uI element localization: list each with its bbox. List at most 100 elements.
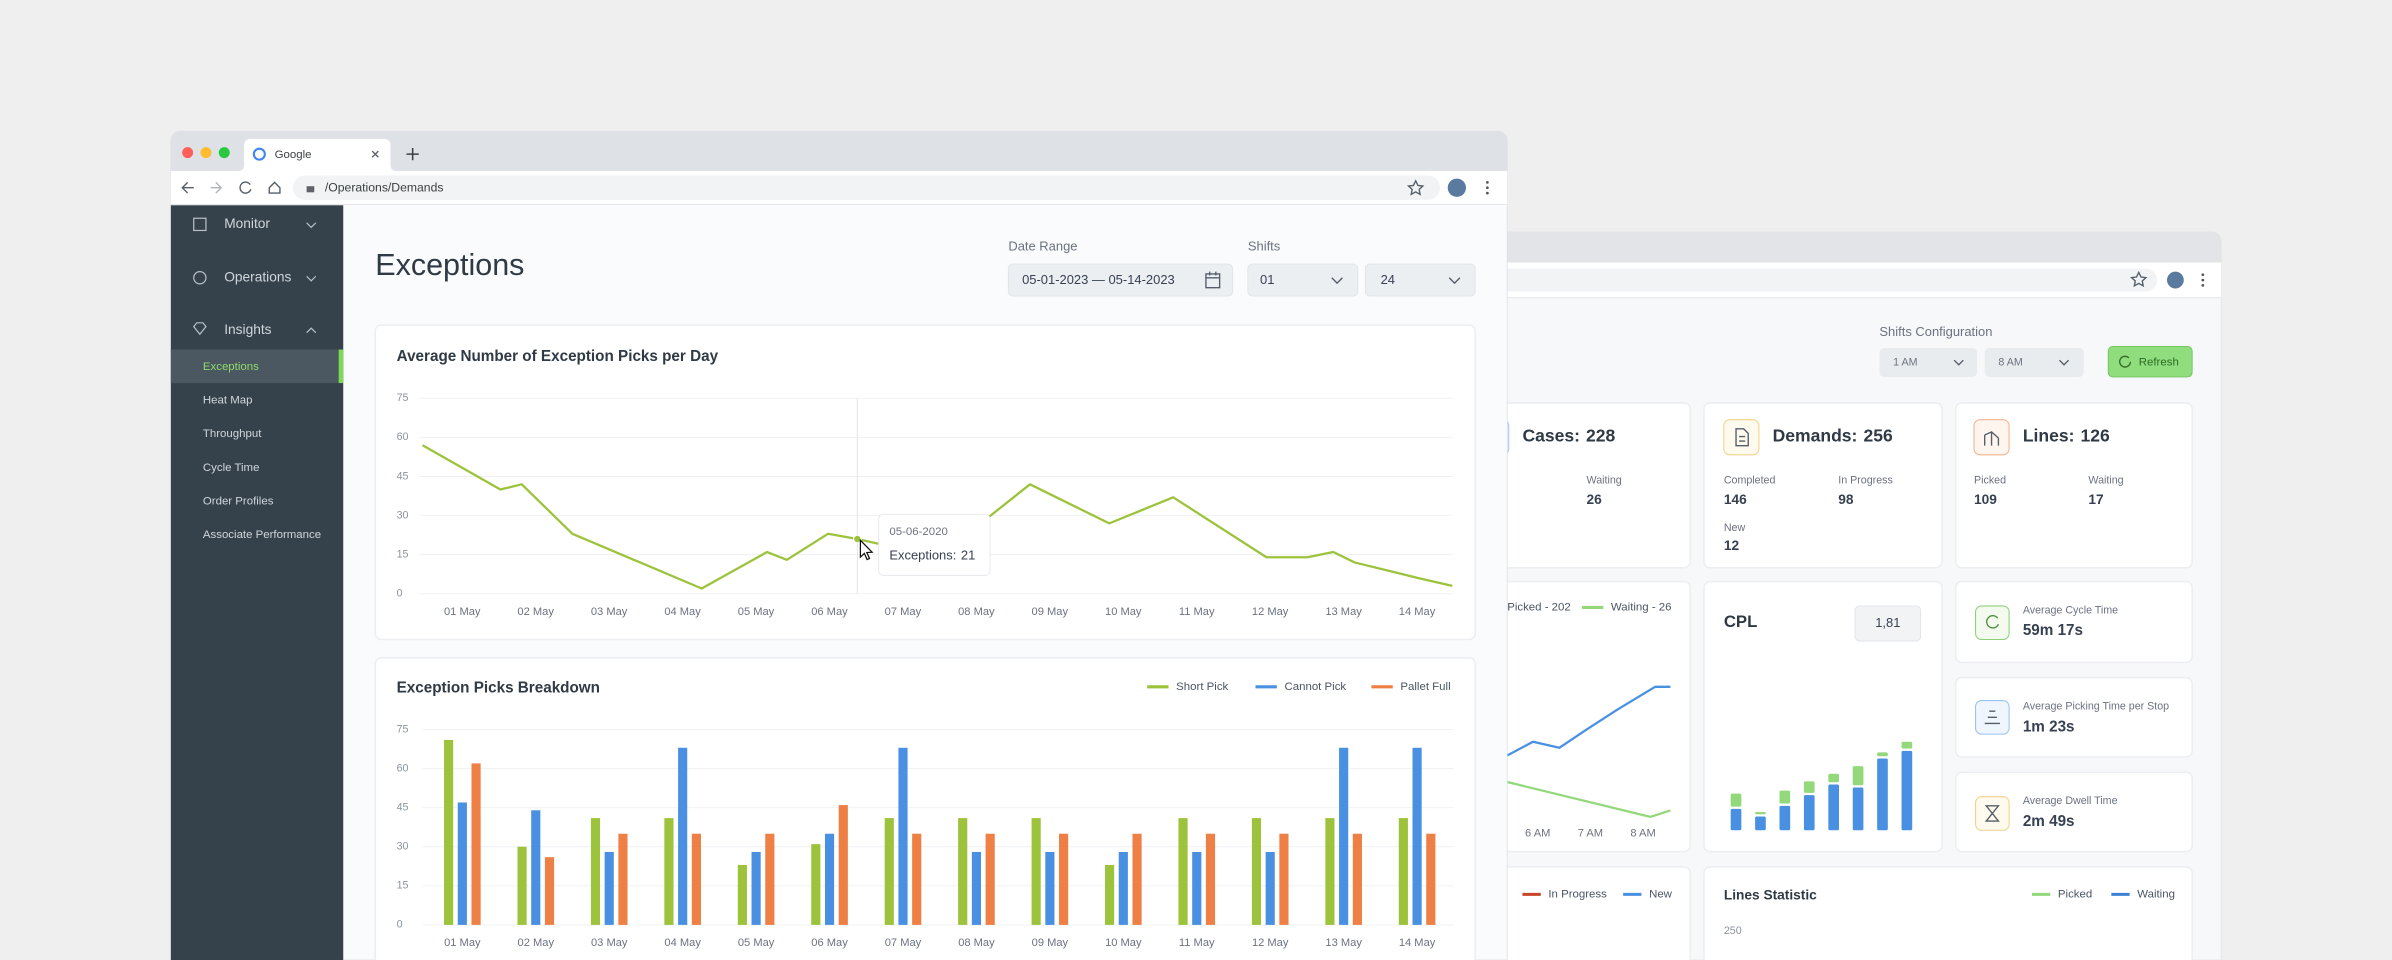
- card-value: 228: [1586, 425, 1615, 445]
- x-tick-label: 04 May: [664, 606, 701, 618]
- home-button[interactable]: [268, 181, 281, 194]
- address-field[interactable]: [292, 175, 1441, 200]
- x-tick-label: 08 May: [958, 937, 995, 949]
- menu-dots[interactable]: [2201, 273, 2205, 287]
- metric-label: Average Dwell Time: [2023, 795, 2118, 807]
- bar-segment: [1803, 795, 1815, 831]
- y-tick-label: 30: [397, 509, 409, 521]
- bar-segment: [1730, 793, 1742, 807]
- bar: [590, 818, 601, 925]
- x-tick-label: 01 May: [444, 606, 481, 618]
- calendar-icon[interactable]: [1205, 271, 1221, 289]
- bar: [1192, 851, 1202, 925]
- star-icon[interactable]: [1406, 179, 1425, 196]
- x-tick-label: 12 May: [1252, 937, 1289, 949]
- card-label: Demands:: [1773, 425, 1858, 445]
- new-tab[interactable]: [406, 148, 419, 161]
- star-icon[interactable]: [2130, 270, 2148, 288]
- menu-item[interactable]: Operations: [224, 269, 291, 284]
- hover-point: [852, 534, 862, 544]
- submenu-item[interactable]: Cycle Time: [203, 462, 260, 474]
- stat-label: New: [1724, 522, 1746, 534]
- tab[interactable]: [237, 138, 397, 171]
- stat-value: 26: [1587, 492, 1603, 507]
- lines-icon: [1984, 431, 2000, 446]
- submenu-item[interactable]: Heat Map: [203, 395, 253, 407]
- x-tick-label: 14 May: [1399, 606, 1436, 618]
- bar: [1045, 851, 1055, 925]
- y-tick-label: 250: [1724, 925, 1742, 937]
- menu-dots[interactable]: [1485, 181, 1489, 195]
- card: [1703, 402, 1943, 569]
- metric-value: 59m 17s: [2023, 622, 2083, 639]
- bar: [912, 833, 922, 925]
- hourglass-icon: [1984, 805, 2000, 822]
- refresh-icon: [2119, 355, 2132, 368]
- tab-favicon: [252, 147, 266, 161]
- bar: [884, 818, 894, 925]
- bar: [971, 851, 982, 925]
- stat-label: Picked: [1974, 475, 2006, 487]
- maximize-dot[interactable]: [218, 147, 230, 159]
- y-tick-label: 0: [397, 588, 403, 600]
- bar-segment: [1877, 752, 1888, 757]
- active-item-bg: [170, 349, 339, 384]
- shift-to: 24: [1381, 272, 1395, 287]
- avatar[interactable]: [1447, 178, 1467, 197]
- submenu-item[interactable]: Throughput: [203, 428, 262, 440]
- x-tick-label: 03 May: [591, 606, 628, 618]
- reload-button[interactable]: [239, 181, 252, 194]
- shift-select[interactable]: [1879, 347, 1978, 377]
- stat-label: Waiting: [2088, 475, 2123, 487]
- avatar[interactable]: [2166, 271, 2184, 289]
- bar: [811, 844, 821, 925]
- cpl-badge: [1854, 605, 1922, 642]
- card-value: 256: [1863, 425, 1892, 445]
- submenu-item[interactable]: Associate Performance: [203, 529, 321, 541]
- date-range-input[interactable]: [1007, 263, 1234, 297]
- close-dot[interactable]: [182, 147, 194, 159]
- back-button[interactable]: [181, 181, 194, 194]
- x-tick-label: 06 May: [811, 606, 848, 618]
- bar: [444, 739, 454, 925]
- x-tick-label: 05 May: [738, 606, 775, 618]
- tab-close[interactable]: [371, 150, 379, 158]
- shift-to-select[interactable]: [1364, 263, 1476, 297]
- metric-card: [1954, 580, 2193, 664]
- x-tick-label: 02 May: [518, 937, 555, 949]
- bar-segment: [1779, 805, 1791, 831]
- x-tick-label: 02 May: [517, 606, 554, 618]
- x-tick-label: 7 AM: [1578, 827, 1603, 839]
- metric-label: Average Cycle Time: [2023, 604, 2118, 616]
- cpl-value: 1,81: [1875, 615, 1900, 630]
- forward-button[interactable]: [210, 181, 223, 194]
- menu-item[interactable]: Insights: [224, 322, 271, 337]
- page-title: Exceptions: [375, 248, 524, 282]
- submenu-item[interactable]: Exceptions: [203, 361, 259, 373]
- menu-item[interactable]: Monitor: [224, 216, 270, 231]
- bar-segment: [1755, 811, 1766, 815]
- refresh-button[interactable]: [2107, 345, 2193, 378]
- bar-segment: [1852, 787, 1864, 831]
- chevron: [1953, 359, 1964, 366]
- x-tick-label: 01 May: [444, 937, 481, 949]
- line-series: [1506, 780, 1671, 818]
- shift-select[interactable]: [1984, 347, 2084, 377]
- cursor: [859, 538, 874, 561]
- submenu-item[interactable]: Order Profiles: [203, 495, 274, 507]
- tooltip-value: 21: [961, 548, 975, 563]
- shift-from-select[interactable]: [1247, 263, 1359, 297]
- bar: [1132, 833, 1142, 925]
- bar-segment: [1852, 766, 1864, 786]
- lock-icon: [306, 186, 315, 193]
- minimize-dot[interactable]: [200, 147, 212, 159]
- card-title: Lines: 126: [2023, 425, 2110, 445]
- y-tick-label: 30: [397, 841, 409, 853]
- bar: [457, 802, 467, 925]
- card-value: 126: [2081, 425, 2110, 445]
- bar: [985, 833, 995, 925]
- bar-segment: [1828, 784, 1840, 831]
- legend-label: Waiting - 26: [1611, 601, 1672, 613]
- bar-segment: [1877, 758, 1888, 831]
- y-tick-label: 45: [397, 802, 409, 814]
